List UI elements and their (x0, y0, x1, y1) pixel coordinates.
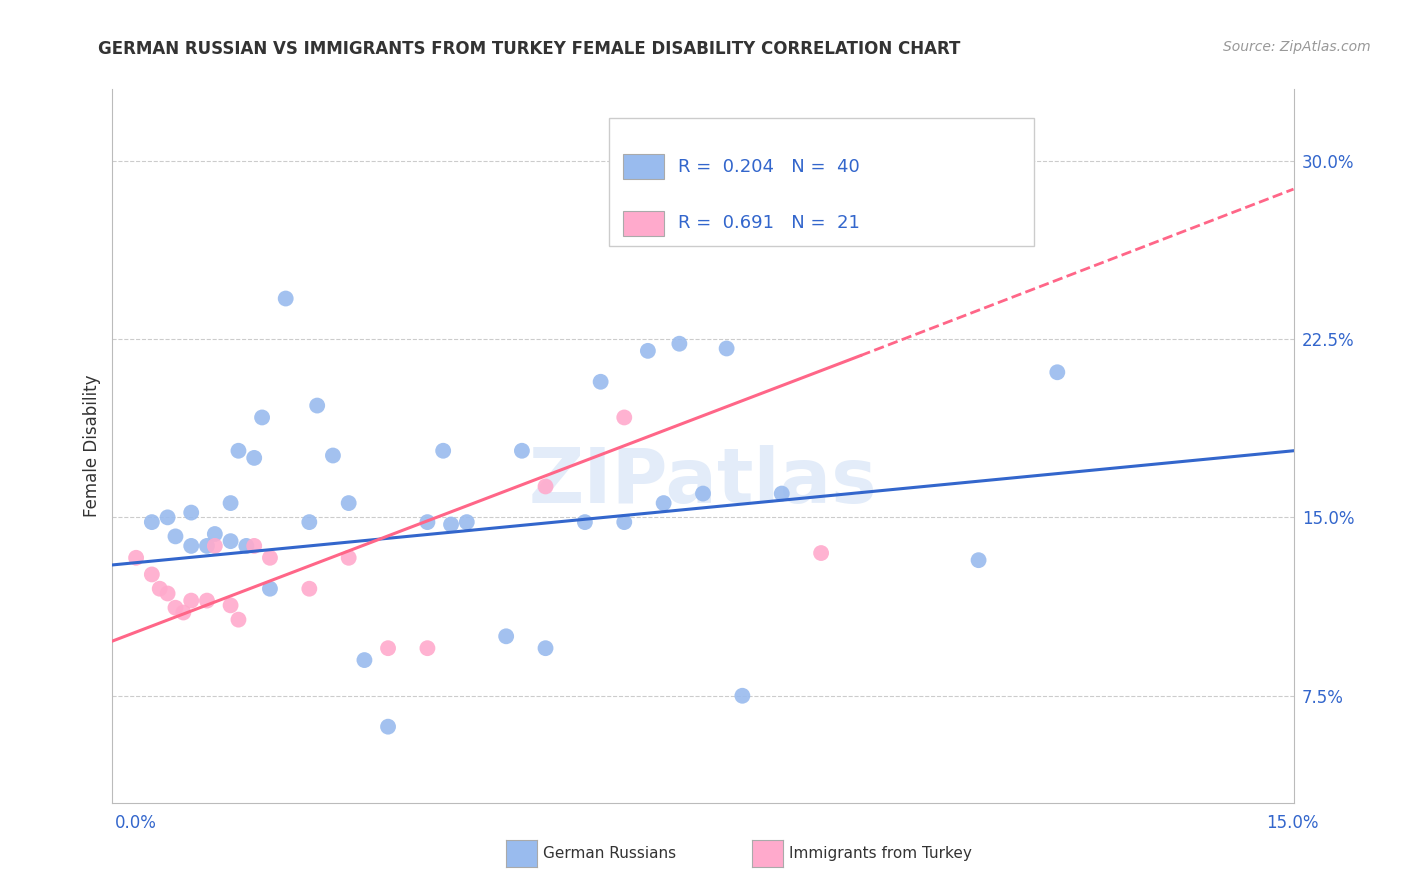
Point (165, 529, 187, 543)
Point (353, 653, 375, 667)
Point (668, 336, 690, 351)
Point (172, 606, 194, 620)
Text: R =  0.691   N =  21: R = 0.691 N = 21 (678, 214, 860, 232)
Point (274, 292, 297, 306)
Point (298, 515, 321, 529)
Point (204, 539, 226, 553)
Point (967, 553, 990, 567)
Point (141, 515, 163, 529)
Point (180, 539, 202, 553)
Point (889, 229, 911, 244)
Text: Immigrants from Turkey: Immigrants from Turkey (789, 847, 972, 861)
Text: GERMAN RUSSIAN VS IMMIGRANTS FROM TURKEY FEMALE DISABILITY CORRELATION CHART: GERMAN RUSSIAN VS IMMIGRANTS FROM TURKEY… (98, 40, 960, 58)
Point (322, 449, 344, 463)
Point (149, 582, 172, 596)
Point (534, 479, 557, 493)
Point (637, 343, 659, 358)
Point (589, 375, 612, 389)
Point (165, 600, 187, 615)
Point (204, 527, 226, 541)
Point (432, 443, 454, 458)
Point (377, 641, 399, 656)
Point (307, 399, 329, 413)
Point (259, 582, 281, 596)
Point (195, 539, 218, 553)
Point (613, 410, 636, 425)
Point (1046, 365, 1069, 379)
Point (219, 534, 242, 549)
Point (228, 443, 250, 458)
Point (243, 450, 266, 465)
Point (228, 613, 250, 627)
Point (180, 506, 202, 520)
Text: R =  0.204   N =  40: R = 0.204 N = 40 (678, 158, 860, 176)
Point (416, 641, 439, 656)
Point (180, 593, 202, 607)
Point (716, 342, 738, 356)
Point (416, 515, 439, 529)
Point (731, 689, 754, 703)
Point (770, 486, 793, 500)
Text: German Russians: German Russians (543, 847, 676, 861)
Point (440, 517, 463, 532)
Point (219, 599, 242, 613)
Point (250, 410, 273, 425)
Point (298, 582, 321, 596)
FancyBboxPatch shape (609, 118, 1033, 246)
Point (141, 567, 163, 582)
Text: 0.0%: 0.0% (115, 814, 157, 831)
FancyBboxPatch shape (623, 154, 664, 179)
Point (652, 496, 675, 510)
Point (337, 550, 360, 565)
Point (195, 593, 218, 607)
Text: ZIPatlas: ZIPatlas (529, 445, 877, 518)
Point (125, 550, 148, 565)
Point (574, 515, 596, 529)
Point (495, 629, 517, 643)
Point (156, 510, 179, 524)
Point (259, 550, 281, 565)
Point (510, 443, 533, 458)
Point (337, 496, 360, 510)
Point (613, 515, 636, 529)
Text: 15.0%: 15.0% (1267, 814, 1319, 831)
Point (534, 641, 557, 656)
Point (692, 486, 714, 500)
Text: Source: ZipAtlas.com: Source: ZipAtlas.com (1223, 40, 1371, 54)
Point (243, 539, 266, 553)
Point (377, 720, 399, 734)
Point (810, 546, 832, 560)
Point (156, 586, 179, 600)
Point (235, 539, 257, 553)
Point (219, 496, 242, 510)
Point (456, 515, 478, 529)
Y-axis label: Female Disability: Female Disability (83, 375, 101, 517)
FancyBboxPatch shape (623, 211, 664, 235)
